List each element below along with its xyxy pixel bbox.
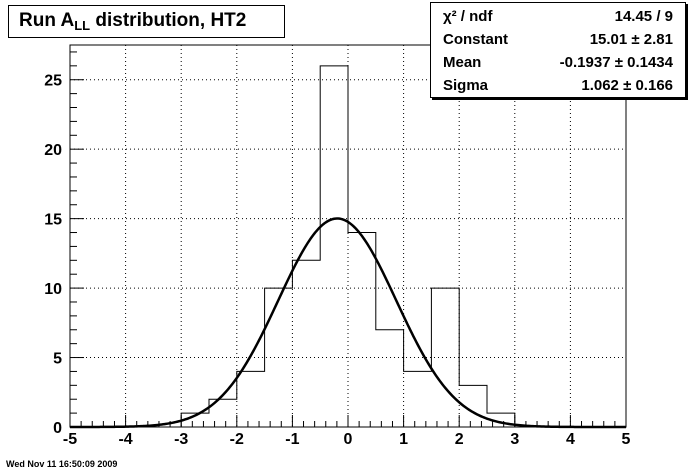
y-axis-labels: 0 5 10 15 20 25 xyxy=(44,73,62,437)
stats-label-constant: Constant xyxy=(443,30,508,48)
stats-value-chi2: 14.45 / 9 xyxy=(614,7,673,25)
x-tick-label: 3 xyxy=(510,431,519,448)
gaussian-fit-curve xyxy=(70,217,626,429)
y-tick-label: 0 xyxy=(53,420,62,437)
x-tick-label: 5 xyxy=(622,431,631,448)
x-tick-label: 4 xyxy=(566,431,575,448)
x-tick-label: -5 xyxy=(63,431,77,448)
chart-title: Run ALL distribution, HT2 xyxy=(8,5,285,38)
stats-label-chi2: χ² / ndf xyxy=(443,7,493,25)
y-tick-label: 5 xyxy=(53,351,62,368)
title-prefix: Run A xyxy=(19,10,75,31)
histogram-outline xyxy=(70,65,626,428)
timestamp-footer: Wed Nov 11 16:50:09 2009 xyxy=(6,459,118,469)
x-tick-label: -1 xyxy=(285,431,299,448)
y-axis-ticks xyxy=(70,51,84,428)
y-tick-label: 20 xyxy=(44,142,62,159)
stats-label-sigma: Sigma xyxy=(443,76,489,94)
x-tick-label: 0 xyxy=(344,431,353,448)
x-tick-label: 1 xyxy=(399,431,408,448)
stats-value-sigma: 1.062 ± 0.166 xyxy=(581,76,673,94)
x-tick-label: 2 xyxy=(455,431,464,448)
title-suffix: distribution, HT2 xyxy=(90,10,247,31)
stats-row-constant: Constant 15.01 ± 2.81 xyxy=(443,28,673,50)
x-tick-label: -2 xyxy=(230,431,244,448)
x-axis-ticks xyxy=(69,415,627,427)
x-axis-labels: -5 -4 -3 -2 -1 0 1 2 3 4 5 xyxy=(63,431,631,448)
y-tick-label: 15 xyxy=(44,212,62,229)
stats-row-sigma: Sigma 1.062 ± 0.166 xyxy=(443,74,673,96)
fit-stats-box: χ² / ndf 14.45 / 9 Constant 15.01 ± 2.81… xyxy=(430,2,686,98)
y-tick-label: 25 xyxy=(44,73,62,90)
stats-value-mean: -0.1937 ± 0.1434 xyxy=(559,53,673,71)
grid-y xyxy=(70,79,626,359)
title-subscript: LL xyxy=(74,18,91,33)
stats-value-constant: 15.01 ± 2.81 xyxy=(589,30,673,48)
x-tick-label: -3 xyxy=(174,431,188,448)
stats-label-mean: Mean xyxy=(443,53,482,71)
stats-row-mean: Mean -0.1937 ± 0.1434 xyxy=(443,51,673,73)
x-tick-label: -4 xyxy=(118,431,132,448)
stats-row-chi2: χ² / ndf 14.45 / 9 xyxy=(443,5,673,27)
y-tick-label: 10 xyxy=(44,281,62,298)
